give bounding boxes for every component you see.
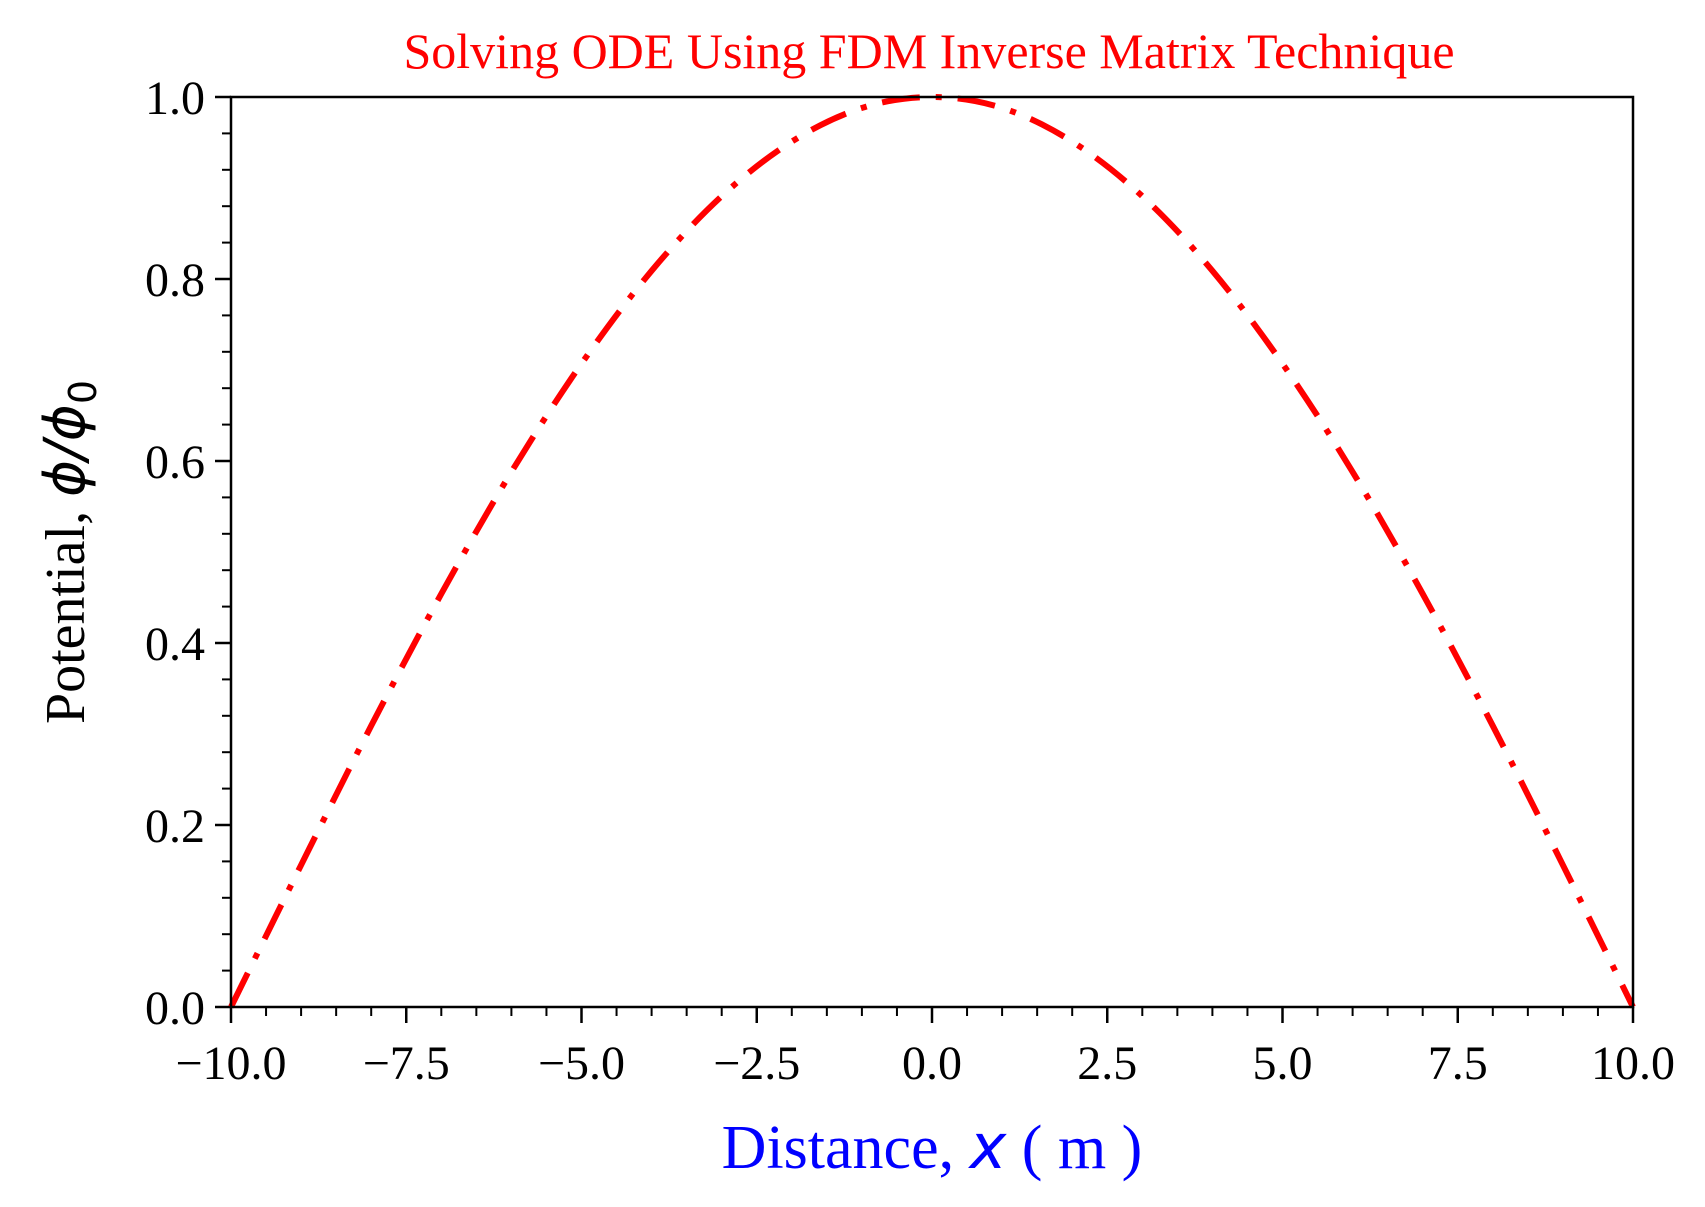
x-tick-label: 0.0: [902, 1037, 962, 1090]
x-axis-label-variable: x: [968, 1110, 1008, 1183]
y-axis-label-variable: ϕ/ϕ: [33, 404, 98, 497]
y-tick-label: 0.2: [145, 800, 205, 853]
x-tick-label: 10.0: [1591, 1037, 1675, 1090]
plot-frame: [229, 95, 1635, 1009]
x-tick-label: 7.5: [1428, 1037, 1488, 1090]
x-axis-label: Distance, x ( m ): [722, 1110, 1143, 1183]
y-tick-label: 0.4: [145, 618, 205, 671]
x-tick-label: 5.0: [1253, 1037, 1313, 1090]
x-tick-label: −2.5: [713, 1037, 800, 1090]
x-axis-label-prefix: Distance,: [722, 1114, 970, 1182]
y-tick-label: 0.8: [145, 254, 205, 307]
x-axis-label-suffix: ( m ): [1006, 1114, 1142, 1182]
y-tick-label: 1.0: [145, 72, 205, 125]
x-tick-label: −5.0: [538, 1037, 625, 1090]
axis-ticks: [215, 95, 1635, 1023]
x-tick-label: −7.5: [363, 1037, 450, 1090]
y-tick-label: 0.0: [145, 982, 205, 1035]
x-tick-label: 2.5: [1077, 1037, 1137, 1090]
series-layer: [228, 93, 1636, 1009]
series-line-0: [228, 93, 1636, 1009]
y-axis-label-prefix: Potential,: [35, 497, 97, 724]
y-tick-label: 0.6: [145, 436, 205, 489]
chart-title: Solving ODE Using FDM Inverse Matrix Tec…: [403, 23, 1454, 79]
axis-tick-labels: −10.0 −7.5 −5.0 −2.5 0.0 2.5 5.0 7.5 10.0 0.0 0.2 0…: [145, 72, 1675, 1090]
y-axis-label: Potential, ϕ/ϕ0: [33, 380, 105, 724]
y-axis-label-subscript: 0: [61, 380, 105, 404]
x-tick-label: −10.0: [175, 1037, 286, 1090]
